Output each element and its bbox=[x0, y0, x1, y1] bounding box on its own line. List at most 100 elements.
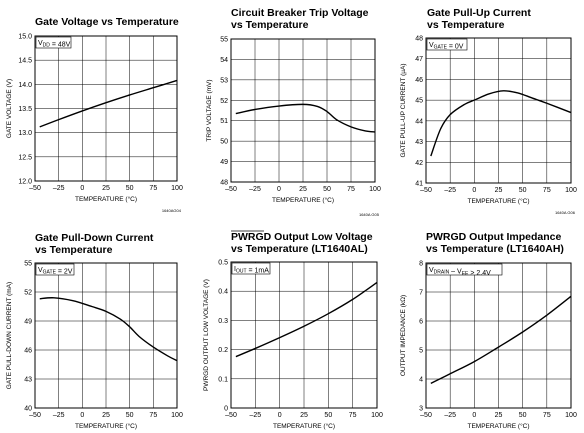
series-line bbox=[430, 90, 572, 157]
x-tick-label: 25 bbox=[300, 412, 308, 419]
annotation-box bbox=[35, 263, 75, 276]
x-tick-label: –50 bbox=[420, 187, 432, 194]
y-tick-label: 51 bbox=[220, 118, 228, 125]
x-tick-label: –25 bbox=[444, 412, 456, 419]
series-line bbox=[39, 79, 178, 128]
x-tick-label: 50 bbox=[519, 187, 527, 194]
x-tick-label: 50 bbox=[324, 412, 332, 419]
chart-title-line: vs Temperature (LT1640AH) bbox=[426, 243, 564, 255]
y-tick-label: 46 bbox=[24, 348, 32, 355]
x-tick-label: 25 bbox=[495, 412, 503, 419]
x-tick-label: 75 bbox=[149, 185, 157, 192]
annotation-text: VGATE = 2V bbox=[38, 267, 73, 276]
plot-frame bbox=[425, 262, 572, 409]
chart-title-line: vs Temperature bbox=[427, 19, 505, 31]
x-tick-label: –50 bbox=[225, 186, 237, 193]
x-tick-label: 0 bbox=[277, 186, 281, 193]
x-axis-label: TEMPERATURE (°C) bbox=[467, 197, 529, 205]
y-tick-label: 55 bbox=[220, 37, 228, 44]
y-axis-label: TRIP VOLTAGE (mV) bbox=[206, 79, 213, 141]
y-tick-label: 50 bbox=[220, 139, 228, 146]
figure-code: 1640A G06 bbox=[555, 210, 576, 215]
y-tick-label: 40 bbox=[24, 406, 32, 413]
y-axis-label: GATE PULL-UP CURRENT (µA) bbox=[400, 63, 407, 157]
x-tick-label: –50 bbox=[225, 412, 237, 419]
y-tick-label: 8 bbox=[419, 261, 423, 268]
x-axis-label: TEMPERATURE (°C) bbox=[467, 422, 529, 430]
x-axis-label: TEMPERATURE (°C) bbox=[75, 422, 137, 430]
annotation-text: VGATE = 0V bbox=[429, 42, 464, 51]
x-tick-label: 25 bbox=[495, 187, 503, 194]
chart-title-line: Gate Pull-Up Current bbox=[427, 7, 531, 19]
y-tick-label: 53 bbox=[220, 77, 228, 84]
chart-title-line: Gate Voltage vs Temperature bbox=[35, 16, 179, 28]
y-axis-label: GATE VOLTAGE (V) bbox=[6, 79, 13, 138]
x-tick-label: 50 bbox=[323, 186, 331, 193]
y-tick-label: 43 bbox=[415, 139, 423, 146]
y-tick-label: 43 bbox=[24, 377, 32, 384]
x-tick-label: 50 bbox=[126, 185, 134, 192]
y-tick-label: 0.4 bbox=[218, 289, 228, 296]
y-tick-label: 54 bbox=[220, 57, 228, 64]
y-tick-label: 0.1 bbox=[218, 376, 228, 383]
x-tick-label: 25 bbox=[299, 186, 307, 193]
y-tick-label: 55 bbox=[24, 261, 32, 268]
x-tick-label: 100 bbox=[171, 412, 183, 419]
x-tick-label: 0 bbox=[278, 412, 282, 419]
annotation-box bbox=[231, 262, 271, 275]
y-tick-label: 45 bbox=[415, 98, 423, 105]
y-tick-label: 0 bbox=[224, 406, 228, 413]
figure-code: 1640AG04 bbox=[162, 208, 182, 213]
y-tick-label: 12.0 bbox=[18, 179, 32, 186]
x-tick-label: 50 bbox=[126, 412, 134, 419]
x-tick-label: 50 bbox=[519, 412, 527, 419]
plot-frame bbox=[230, 38, 376, 183]
x-tick-label: 75 bbox=[543, 187, 551, 194]
x-tick-label: –50 bbox=[29, 185, 41, 192]
x-tick-label: 75 bbox=[543, 412, 551, 419]
x-tick-label: 100 bbox=[369, 186, 381, 193]
annotation-box bbox=[426, 263, 503, 276]
x-tick-label: –25 bbox=[249, 186, 261, 193]
x-tick-label: 25 bbox=[102, 412, 110, 419]
y-tick-label: 46 bbox=[415, 77, 423, 84]
y-tick-label: 0.2 bbox=[218, 347, 228, 354]
annotation-text: IOUT = 1mA bbox=[234, 266, 269, 275]
y-tick-label: 44 bbox=[415, 118, 423, 125]
plot-frame bbox=[230, 261, 378, 409]
x-tick-label: 100 bbox=[565, 412, 577, 419]
y-tick-label: 7 bbox=[419, 290, 423, 297]
y-tick-label: 0.5 bbox=[218, 260, 228, 267]
chart-title-line: vs Temperature bbox=[35, 244, 113, 256]
y-tick-label: 48 bbox=[415, 36, 423, 43]
x-tick-label: 100 bbox=[565, 187, 577, 194]
x-tick-label: 0 bbox=[80, 412, 84, 419]
annotation-text: VDRAIN – VEE > 2.4V bbox=[429, 267, 491, 277]
y-tick-label: 5 bbox=[419, 348, 423, 355]
y-tick-label: 13.5 bbox=[18, 106, 32, 113]
y-tick-label: 52 bbox=[24, 290, 32, 297]
y-tick-label: 14.0 bbox=[18, 82, 32, 89]
chart-title-line: Gate Pull-Down Current bbox=[35, 232, 154, 244]
x-tick-label: –25 bbox=[249, 412, 261, 419]
annotation-box bbox=[35, 36, 72, 49]
x-tick-label: 75 bbox=[349, 412, 357, 419]
y-tick-label: 48 bbox=[220, 180, 228, 187]
y-tick-label: 47 bbox=[415, 56, 423, 63]
chart-panel-1: Gate Voltage vs Temperature –50 –25 0 25 50 75… bbox=[6, 16, 183, 213]
x-tick-label: 0 bbox=[472, 187, 476, 194]
plot-frame bbox=[425, 37, 572, 184]
x-tick-label: 100 bbox=[171, 185, 183, 192]
x-tick-label: –50 bbox=[420, 412, 432, 419]
annotation-box bbox=[426, 38, 468, 51]
chart-title-line: PWRGD Output Impedance bbox=[426, 231, 561, 243]
y-tick-label: 6 bbox=[419, 319, 423, 326]
x-tick-label: 25 bbox=[102, 185, 110, 192]
x-tick-label: –25 bbox=[444, 187, 456, 194]
series-line bbox=[39, 297, 178, 362]
